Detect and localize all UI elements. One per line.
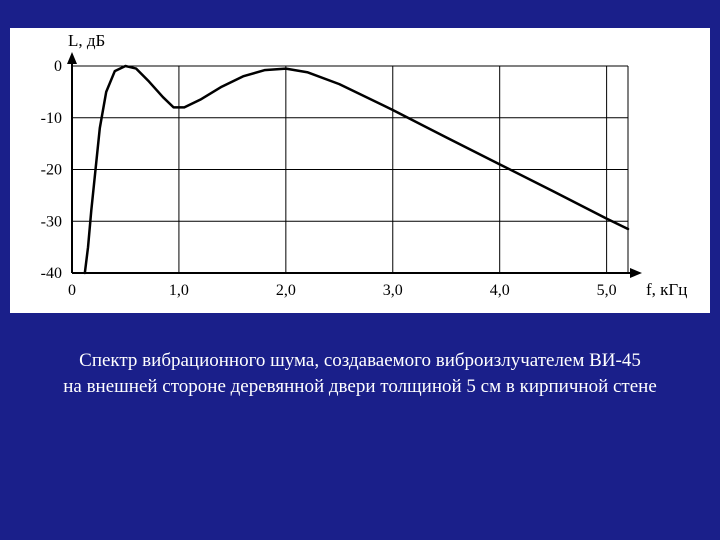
svg-text:-40: -40	[41, 265, 62, 282]
svg-text:L, дБ: L, дБ	[68, 31, 105, 50]
svg-text:f, кГц: f, кГц	[646, 280, 687, 299]
svg-text:5,0: 5,0	[597, 282, 617, 299]
svg-text:-20: -20	[41, 162, 62, 179]
caption-line2: на внешней стороне деревянной двери толщ…	[63, 376, 657, 397]
chart-panel: 0 -10 -20 -30 -40 0 1,0 2,0 3,0 4,0 5,0 L, дБ f, кГц	[10, 28, 710, 313]
caption: Спектр вибрационного шума, создаваемого …	[0, 348, 720, 399]
svg-text:3,0: 3,0	[383, 282, 403, 299]
caption-line1: Спектр вибрационного шума, создаваемого …	[79, 350, 641, 371]
svg-text:1,0: 1,0	[169, 282, 189, 299]
svg-text:2,0: 2,0	[276, 282, 296, 299]
svg-text:-30: -30	[41, 213, 62, 230]
svg-text:0: 0	[68, 282, 76, 299]
svg-text:0: 0	[54, 58, 62, 75]
svg-text:-10: -10	[41, 110, 62, 127]
chart-svg: 0 -10 -20 -30 -40 0 1,0 2,0 3,0 4,0 5,0 L, дБ f, кГц	[10, 28, 710, 313]
svg-text:4,0: 4,0	[490, 282, 510, 299]
